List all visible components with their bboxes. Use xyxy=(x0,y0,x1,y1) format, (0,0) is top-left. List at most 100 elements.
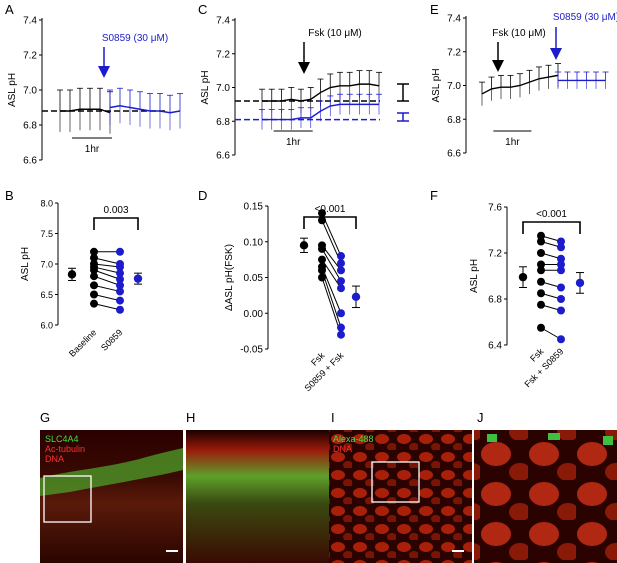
panel-e-series-line xyxy=(481,74,559,95)
panel-b-ytick-label: 6.5 xyxy=(40,290,53,300)
panel-b-point-left xyxy=(90,247,98,256)
panel-letter-a: A xyxy=(5,2,14,17)
panel-d-pair-line xyxy=(321,266,342,314)
inset-box-i xyxy=(371,461,420,503)
panel-b-sig-bracket xyxy=(93,217,139,230)
panel-a-s0859-label: S0859 (30 μM) xyxy=(102,33,168,44)
panel-d-ytick-label: 0.00 xyxy=(244,309,264,320)
panel-b-point-right xyxy=(116,296,124,305)
panel-e-arrowhead-s0859 xyxy=(550,48,562,60)
panel-f-sig-bracket xyxy=(522,221,581,234)
micrograph-h xyxy=(186,430,329,563)
panel-f-point-right xyxy=(557,266,565,275)
panel-e-s0859-label: S0859 (30 μM) xyxy=(553,12,617,23)
micrograph-i xyxy=(329,430,472,563)
panel-c-ylabel: ASL pH xyxy=(200,70,211,104)
panel-b-category-label: Baseline xyxy=(67,327,98,358)
panel-b-point-left xyxy=(90,266,98,275)
panel-d-point-right xyxy=(337,277,345,286)
panel-c-scalebar-label: 1hr xyxy=(286,137,301,148)
panel-b-point-right xyxy=(116,287,124,296)
micrograph-g xyxy=(40,430,183,563)
panel-d-ytick-label: 0.15 xyxy=(244,202,264,213)
panel-f-point-left xyxy=(537,277,545,286)
panel-e-ylabel: ASL pH xyxy=(431,68,442,102)
panel-b-point-right xyxy=(116,281,124,290)
scalebar-i xyxy=(452,550,464,552)
micrograph-j xyxy=(474,430,617,563)
panel-b-summary-mean xyxy=(67,270,77,279)
panel-e-ytick-label: 6.6 xyxy=(447,149,461,160)
panel-d-point-right xyxy=(337,330,345,339)
panel-e-ytick-label: 7.4 xyxy=(447,14,461,25)
panel-d-point-right xyxy=(337,309,345,318)
panel-a-ytick-label: 7.0 xyxy=(23,86,37,97)
panel-letter-j: J xyxy=(477,410,484,425)
panel-letter-g: G xyxy=(40,410,50,425)
panel-e-ytick-label: 7.0 xyxy=(447,81,461,92)
panel-f-point-left xyxy=(537,300,545,309)
panel-a-series-line xyxy=(60,108,111,114)
panel-b-ytick-label: 7.5 xyxy=(40,229,53,239)
panel-a-ylabel: ASL pH xyxy=(7,73,18,107)
panel-b-pvalue: 0.003 xyxy=(103,205,128,216)
panel-b-pair-line xyxy=(93,266,121,274)
panel-d-ytick-label: -0.05 xyxy=(240,345,263,356)
panel-b-pair-line xyxy=(93,257,121,265)
panel-c-ytick-label: 7.2 xyxy=(216,49,230,60)
panel-b-summary-mean xyxy=(133,274,143,283)
panel-d-point-right xyxy=(337,266,345,275)
panel-f-point-right xyxy=(557,283,565,292)
panel-letter-f: F xyxy=(430,188,438,203)
panel-b-point-right xyxy=(116,275,124,284)
panel-b-category-label: S0859 xyxy=(99,327,124,352)
panel-b-point-left xyxy=(90,272,98,281)
panel-f-point-right xyxy=(557,335,565,344)
panel-f-summary-mean xyxy=(518,272,528,282)
micrograph-i-label: Alexa-488 xyxy=(333,434,374,444)
panel-c-ytick-label: 7.0 xyxy=(216,83,230,94)
panel-b-pair-line xyxy=(93,263,121,268)
panel-letter-b: B xyxy=(5,188,14,203)
panel-b-point-left xyxy=(90,290,98,299)
panel-d-point-right xyxy=(337,323,345,332)
panel-f-point-left xyxy=(537,231,545,240)
panel-f-point-left xyxy=(537,323,545,332)
panel-e-ytick-label: 6.8 xyxy=(447,115,461,126)
micrograph-j-green-spot-3 xyxy=(603,436,613,445)
micrograph-i-label: DNA xyxy=(333,444,352,454)
panel-b-ylabel: ASL pH xyxy=(20,247,31,281)
panel-f-point-left xyxy=(537,260,545,269)
panel-f-ytick-label: 7.2 xyxy=(488,249,502,260)
panel-f-ytick-label: 6.8 xyxy=(488,295,502,306)
micrograph-g-label: Ac-tubulin xyxy=(45,444,85,454)
panel-a-ytick-label: 7.2 xyxy=(23,51,37,62)
panel-e-scalebar-label: 1hr xyxy=(505,137,520,148)
panel-d-ytick-label: 0.10 xyxy=(244,237,264,248)
panel-b-pair-line xyxy=(93,284,121,292)
scalebar-g xyxy=(166,550,178,552)
panel-d-point-right xyxy=(337,284,345,293)
panel-d-summary-mean xyxy=(351,292,361,302)
panel-d-point-left xyxy=(318,266,326,275)
panel-b-ytick-label: 6.0 xyxy=(40,321,53,331)
panel-c-series-line xyxy=(262,103,379,121)
panel-c-fsk-label: Fsk (10 μM) xyxy=(308,28,362,39)
panel-letter-d: D xyxy=(198,188,207,203)
panel-f-pvalue: <0.001 xyxy=(536,209,567,220)
panel-d-point-right xyxy=(337,259,345,268)
panel-b-point-right xyxy=(116,263,124,272)
panel-f-point-right xyxy=(557,295,565,303)
panel-d-point-left xyxy=(318,244,326,253)
micrograph-g-label: SLC4A4 xyxy=(45,434,79,444)
panel-c-ytick-label: 6.8 xyxy=(216,117,230,128)
panel-f-point-right xyxy=(557,243,565,252)
panel-e-ytick-label: 7.2 xyxy=(447,47,461,58)
panel-f-ytick-label: 6.4 xyxy=(488,341,502,352)
panel-d-point-right xyxy=(337,252,345,261)
panel-d-pair-line xyxy=(321,248,342,282)
panel-f-point-right xyxy=(557,306,565,315)
panel-c-ytick-label: 6.6 xyxy=(216,151,230,162)
panel-d-point-left xyxy=(318,216,326,225)
